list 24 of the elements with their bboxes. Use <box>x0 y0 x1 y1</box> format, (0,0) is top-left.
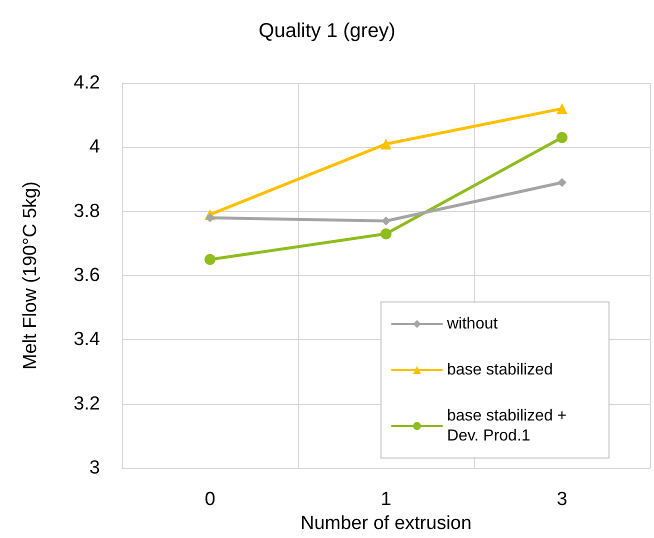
x-tick-label: 0 <box>204 489 216 510</box>
point <box>558 178 566 187</box>
point <box>556 132 568 144</box>
legend-label: without <box>446 316 498 332</box>
y-axis-title: Melt Flow (190°C 5kg) <box>20 181 41 370</box>
y-tick-label: 4 <box>89 136 100 158</box>
x-tick-label: 1 <box>380 489 392 510</box>
legend-label: base stabilized <box>447 362 553 378</box>
chart-title: Quality 1 (grey) <box>258 20 396 42</box>
y-tick-label: 3 <box>89 458 100 479</box>
point <box>382 216 390 226</box>
y-tick-label: 3.8 <box>74 200 100 222</box>
point <box>556 103 568 114</box>
point <box>380 228 392 240</box>
x-tick-label: 3 <box>556 489 568 510</box>
y-tick-label: 3.4 <box>74 329 100 350</box>
x-axis-title: Number of extrusion <box>300 513 472 534</box>
legend-label: base stabilized + Dev. Prod.1 <box>447 408 572 444</box>
point <box>380 138 392 150</box>
y-tick-label: 3.2 <box>74 393 100 414</box>
y-tick-label: 4.2 <box>74 72 100 94</box>
point <box>206 213 214 222</box>
point <box>204 254 216 265</box>
y-tick-label: 3.6 <box>74 265 100 286</box>
